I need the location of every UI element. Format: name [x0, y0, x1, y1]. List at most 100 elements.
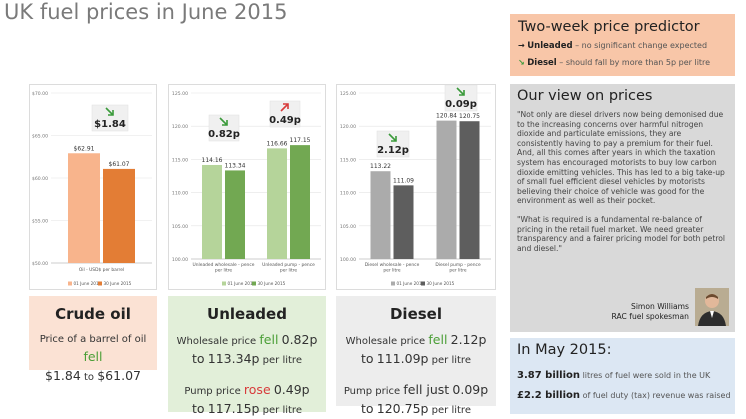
bar-value-label: 111.09: [393, 177, 414, 184]
our-view-title: Our view on prices: [517, 88, 653, 104]
unleaded-wholesale-line2: to 113.34p per litre: [168, 350, 326, 369]
bar: [459, 121, 480, 259]
change-callout: 0.49p: [269, 100, 301, 128]
callout-box: [91, 104, 129, 132]
unleaded-pump-rose: rose: [243, 382, 271, 397]
may-stat-2: £2.2 billion of fuel duty (tax) revenue …: [517, 390, 731, 401]
crude-oil-chart-frame: $50.00 $55.00 $60.00 $65.00 $70.00 $62.91 $61.…: [29, 84, 157, 290]
diesel-wholesale-fell: fell: [428, 332, 448, 347]
unleaded-wholesale-to: to: [192, 351, 205, 366]
bar: [103, 168, 135, 263]
y-tick-label: 100.00: [340, 257, 356, 263]
predictor-unleaded-text: – no significant change expected: [575, 41, 708, 50]
legend-label: 01 June 2015: [228, 281, 256, 286]
legend-label: 01 June 2015: [74, 281, 102, 286]
arrow-down-right-icon: [219, 117, 228, 126]
legend-swatch: [391, 281, 395, 286]
crude-oil-chart: $50.00 $55.00 $60.00 $65.00 $70.00 $62.91 $61.…: [32, 91, 152, 286]
may-stat-2-text: of fuel duty (tax) revenue was raised: [582, 391, 731, 400]
diesel-panel: Diesel Wholesale price fell 2.12p to 111…: [336, 296, 496, 416]
diesel-pump-unit: per litre: [431, 405, 471, 416]
y-tick-label: 110.00: [172, 191, 188, 197]
predictor-diesel-line: ↘ Diesel – should fall by more than 5p p…: [518, 58, 727, 68]
y-tick-label: 115.00: [340, 157, 356, 163]
may-stat-1-value: 3.87 billion: [517, 370, 581, 381]
unleaded-wholesale-line1: Wholesale price fell 0.82p: [168, 331, 326, 350]
may-stats-box: In May 2015: 3.87 billion litres of fuel…: [510, 338, 735, 414]
predictor-diesel-label: Diesel: [527, 58, 557, 68]
bar: [202, 164, 222, 259]
predictor-unleaded-line: → Unleaded – no significant change expec…: [518, 41, 727, 51]
unleaded-wholesale-unit: per litre: [262, 355, 302, 366]
unleaded-pump-new: 117.15p: [207, 401, 260, 416]
callout-box: [444, 85, 478, 112]
quote-paragraph-2: "What is required is a fundamental re-ba…: [517, 214, 726, 253]
crude-oil-line1-pre: Price of a barrel of oil: [39, 334, 147, 345]
legend-swatch: [68, 281, 72, 286]
diesel-pump-pre: Pump price: [343, 386, 401, 397]
x-tick-label-line2: per litre: [383, 268, 401, 274]
unleaded-pump-unit: per litre: [262, 405, 302, 416]
legend-label: 01 June 2015: [397, 281, 425, 286]
unleaded-pump-line2: to 117.15p per litre: [168, 400, 326, 419]
callout-box: [269, 100, 301, 128]
arrow-shaft: [219, 117, 228, 126]
legend-label: 30 June 2015: [427, 281, 455, 286]
unleaded-wholesale-new: 113.34p: [207, 351, 260, 366]
change-callout: 0.82p: [208, 114, 240, 142]
y-tick-label: 125.00: [172, 91, 188, 97]
y-tick-label: $50.00: [32, 261, 48, 267]
y-tick-label: 115.00: [172, 157, 188, 163]
y-tick-label: 100.00: [172, 257, 188, 263]
bar-value-label: 113.34: [225, 162, 246, 169]
diesel-wholesale-new: 111.09p: [376, 351, 429, 366]
may-stats-title: In May 2015:: [517, 342, 612, 358]
callout-box: [376, 130, 410, 158]
diesel-pump-line1: Pump price fell just 0.09p: [336, 381, 496, 400]
avatar: [695, 288, 729, 326]
arrow-shaft: [456, 87, 465, 96]
legend-label: 30 June 2015: [104, 281, 132, 286]
change-callout: 0.09p: [444, 85, 478, 112]
arrow-down-right-icon: [105, 107, 114, 116]
unleaded-pump-pre: Pump price: [184, 386, 241, 397]
unleaded-wholesale-pre: Wholesale price: [176, 336, 257, 347]
diesel-wholesale-line2: to 111.09p per litre: [336, 350, 496, 369]
diesel-pump-line2: to 120.75p per litre: [336, 400, 496, 419]
arrow-head: [391, 136, 397, 142]
bar-value-label: 117.15: [290, 137, 311, 144]
unleaded-chart: 100.00 105.00 110.00 115.00 120.00 125.00 114.…: [172, 91, 321, 286]
page-title: UK fuel prices in June 2015: [4, 0, 288, 24]
legend-swatch: [252, 281, 256, 286]
crude-oil-new-price: $61.07: [97, 368, 141, 383]
bar-value-label: 120.84: [436, 113, 457, 120]
y-tick-label: 120.00: [172, 124, 188, 130]
unleaded-title: Unleaded: [207, 305, 287, 323]
may-stat-2-value: £2.2 billion: [517, 390, 581, 401]
legend-swatch: [222, 281, 226, 286]
change-callout: 2.12p: [376, 130, 410, 158]
arrow-shaft: [280, 103, 289, 112]
bar: [267, 148, 287, 259]
arrow-right-icon: →: [518, 41, 525, 50]
y-tick-label: $55.00: [32, 219, 48, 225]
legend-swatch: [98, 281, 102, 286]
legend-label: 30 June 2015: [258, 281, 286, 286]
crude-oil-to: to: [84, 372, 95, 383]
quote-role: RAC fuel spokesman: [611, 312, 689, 321]
diesel-chart: 100.00 105.00 110.00 115.00 120.00 125.00 113.…: [340, 85, 491, 286]
x-tick-label: Unleaded pump - pence: [262, 262, 315, 268]
unleaded-pump-to: to: [192, 401, 205, 416]
predictor-unleaded-label: Unleaded: [527, 41, 573, 51]
arrow-head: [108, 110, 114, 116]
diesel-chart-frame: 100.00 105.00 110.00 115.00 120.00 125.00 113.…: [336, 84, 496, 290]
unleaded-wholesale-fell: fell: [259, 332, 279, 347]
x-tick-label: Diesel pump - pence: [435, 262, 481, 268]
bar: [68, 153, 100, 263]
crude-oil-title: Crude oil: [55, 305, 131, 323]
bar: [225, 170, 245, 259]
price-predictor-box: Two-week price predictor → Unleaded – no…: [510, 14, 735, 76]
bar: [393, 185, 414, 259]
arrow-head: [283, 103, 289, 109]
diesel-wholesale-unit: per litre: [431, 355, 471, 366]
